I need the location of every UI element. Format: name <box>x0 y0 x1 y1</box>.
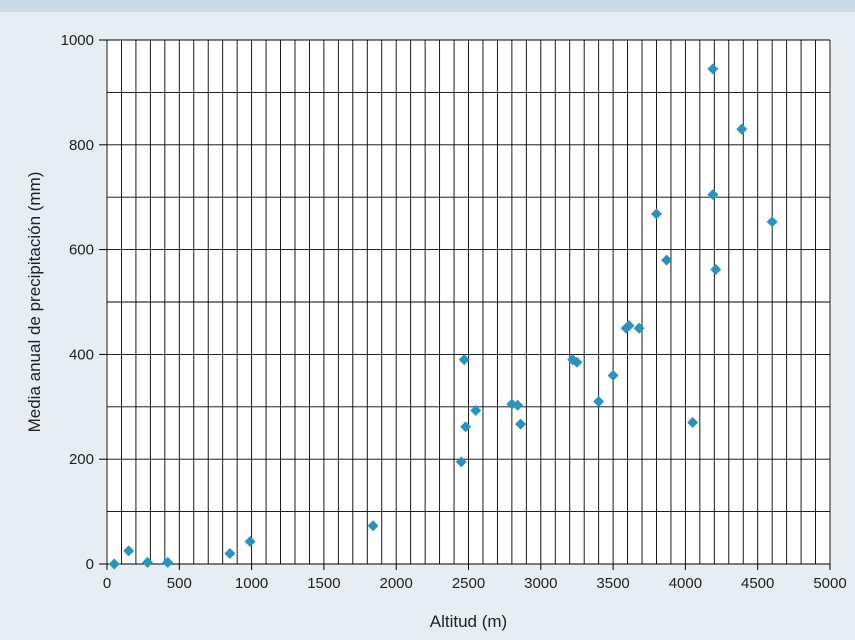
data-point <box>593 396 605 408</box>
data-point <box>623 320 635 332</box>
x-tick-label: 1000 <box>235 575 268 592</box>
data-point <box>367 520 379 532</box>
grid-lines <box>106 39 831 565</box>
data-point <box>707 189 719 201</box>
y-tick-label: 1000 <box>61 32 94 49</box>
x-tick-label: 3500 <box>596 575 629 592</box>
data-point <box>766 216 778 228</box>
y-tick-label: 800 <box>69 137 94 154</box>
data-point <box>515 418 527 430</box>
data-point <box>707 63 719 75</box>
data-point <box>108 558 120 570</box>
y-tick-label: 0 <box>86 556 94 573</box>
x-tick-label: 5000 <box>813 575 846 592</box>
x-tick-label: 2000 <box>380 575 413 592</box>
data-point <box>460 421 472 433</box>
x-tick-label: 3000 <box>524 575 557 592</box>
data-point <box>607 369 619 381</box>
tick-labels: 0 500 1000 1500 2000 2500 3000 3500 4000 4500 5000… <box>61 32 847 592</box>
data-point <box>512 399 524 411</box>
data-point <box>470 404 482 416</box>
y-tick-label: 200 <box>69 451 94 468</box>
data-point <box>455 456 467 468</box>
x-tick-label: 500 <box>167 575 192 592</box>
data-point <box>710 264 722 276</box>
top-band <box>0 0 855 12</box>
data-point <box>162 556 174 568</box>
x-axis-title: Altitud (m) <box>430 612 507 631</box>
data-point <box>736 123 748 135</box>
data-point <box>650 208 662 220</box>
x-tick-label: 0 <box>103 575 111 592</box>
x-tick-label: 1500 <box>307 575 340 592</box>
y-tick-label: 600 <box>69 242 94 259</box>
y-axis-title: Media anual de precipitación (mm) <box>25 172 44 433</box>
data-point <box>224 548 236 560</box>
data-point <box>571 356 583 368</box>
data-point <box>244 535 256 547</box>
data-point <box>141 556 153 568</box>
x-tick-label: 4500 <box>741 575 774 592</box>
data-point <box>661 254 673 266</box>
data-points <box>108 63 778 570</box>
x-tick-label: 2500 <box>452 575 485 592</box>
data-point <box>687 417 699 429</box>
y-tick-label: 400 <box>69 346 94 363</box>
data-point <box>123 545 135 557</box>
axes <box>99 39 831 570</box>
data-point <box>458 354 470 366</box>
x-tick-label: 4000 <box>669 575 702 592</box>
data-point <box>633 322 645 334</box>
